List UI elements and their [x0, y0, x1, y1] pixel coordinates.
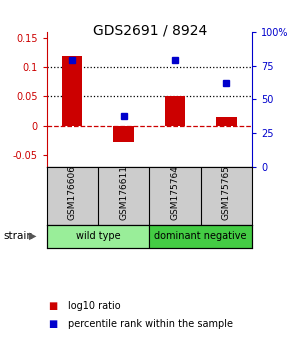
Bar [46, 225, 149, 248]
Text: GSM176611: GSM176611 [119, 165, 128, 220]
Bar [216, 117, 237, 126]
Text: ■: ■ [48, 319, 57, 329]
Text: GSM175764: GSM175764 [170, 165, 179, 220]
Text: GSM176606: GSM176606 [68, 165, 77, 220]
Text: ▶: ▶ [28, 231, 36, 241]
Text: strain: strain [3, 231, 33, 241]
Bar [165, 96, 185, 126]
Text: log10 ratio: log10 ratio [68, 301, 120, 311]
Text: GSM175765: GSM175765 [222, 165, 231, 220]
Bar [149, 225, 252, 248]
Bar [113, 126, 134, 142]
Bar [62, 56, 82, 126]
Text: GDS2691 / 8924: GDS2691 / 8924 [93, 23, 207, 37]
Text: ■: ■ [48, 301, 57, 311]
Text: percentile rank within the sample: percentile rank within the sample [68, 319, 232, 329]
Text: dominant negative: dominant negative [154, 231, 247, 241]
Text: wild type: wild type [76, 231, 120, 241]
